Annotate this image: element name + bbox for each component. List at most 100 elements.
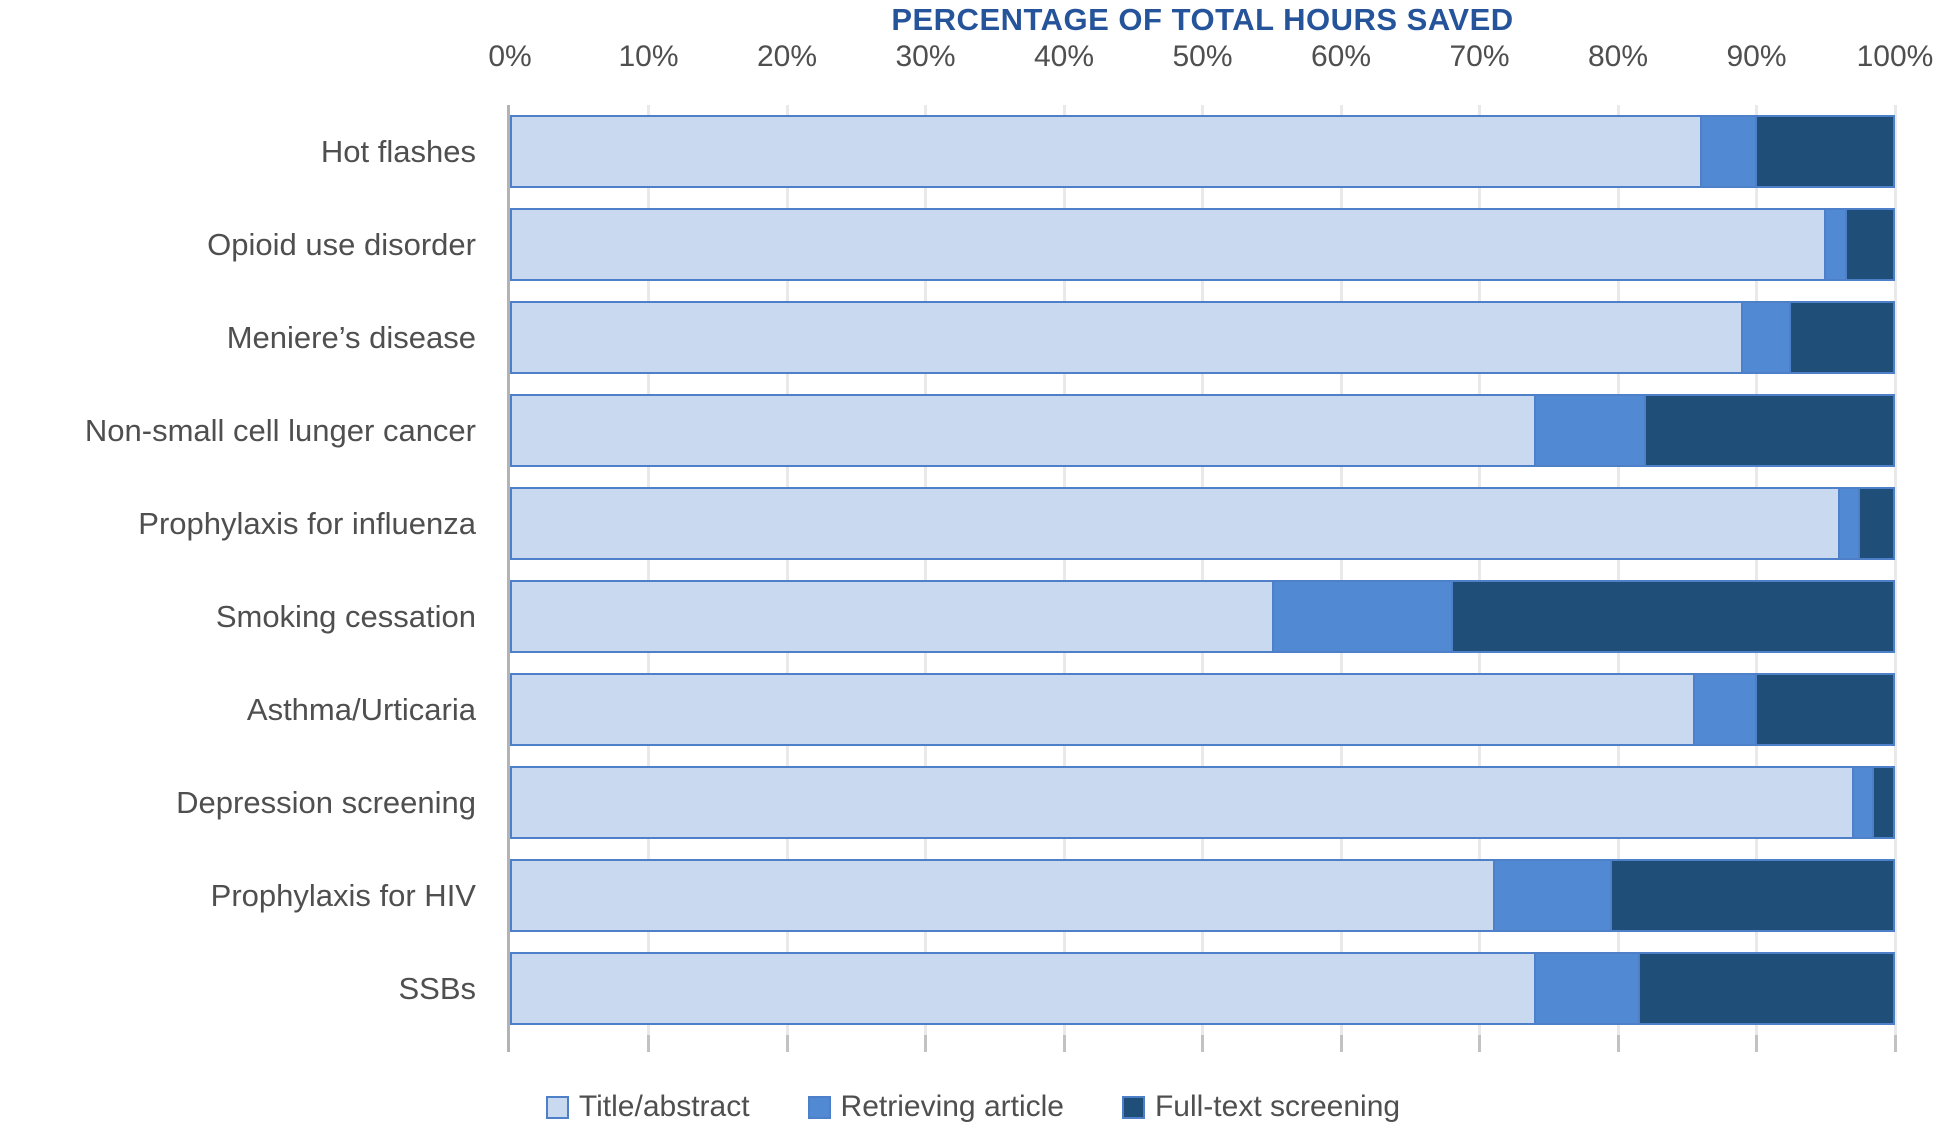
x-axis-tick-labels: 0% 10% 20% 30% 40% 50% 60% 70% 80% 90% 100%: [488, 40, 1933, 76]
x-tick-label: 80%: [1587, 40, 1649, 73]
bar-row: [510, 580, 1895, 653]
plot-area: [507, 105, 1897, 1052]
category-label: Hot flashes: [320, 133, 476, 169]
bar-segment: [1851, 768, 1873, 837]
stacked-bar: [510, 301, 1895, 374]
category-label: Non-small cell lunger cancer: [84, 412, 476, 448]
gridline: [1478, 105, 1481, 1035]
legend-label: Full-text screening: [1154, 1090, 1401, 1123]
x-tick-label: 40%: [1033, 40, 1095, 73]
category-label: Smoking cessation: [215, 598, 476, 634]
bar-segment: [1637, 954, 1893, 1023]
x-tick-label: 90%: [1726, 40, 1787, 73]
category-label: Meniere’s disease: [226, 319, 476, 355]
x-axis-tick: [1478, 1035, 1481, 1052]
stacked-bar: [510, 394, 1895, 467]
bar-segment: [1844, 210, 1893, 279]
gridline: [1339, 105, 1343, 1035]
gridline: [1062, 105, 1066, 1035]
category-label: SSBs: [398, 970, 476, 1006]
gridline: [1616, 105, 1620, 1035]
category-label: Prophylaxis for HIV: [210, 877, 476, 913]
x-tick-label: 70%: [1449, 40, 1510, 73]
bar-segment: [1533, 954, 1638, 1023]
legend-item: Retrieving article: [807, 1090, 1064, 1124]
bar-segment: [512, 861, 1493, 930]
bar-segment: [512, 675, 1693, 744]
stacked-bar: [510, 487, 1895, 560]
legend-item: Title/abstract: [545, 1090, 750, 1124]
bar-segment: [1692, 675, 1755, 744]
bar-segment: [512, 582, 1272, 651]
x-tick-label: 0%: [488, 40, 532, 73]
x-tick-label: 20%: [756, 40, 818, 73]
x-axis-tick: [1062, 1035, 1066, 1052]
legend-swatch-icon: [807, 1095, 831, 1119]
bar-segment: [1644, 396, 1893, 465]
bar-row: [510, 115, 1895, 188]
bar-segment: [512, 768, 1852, 837]
bar-row: [510, 673, 1895, 746]
x-tick-label: 10%: [618, 40, 679, 73]
gridline: [924, 105, 927, 1035]
x-axis-tick: [924, 1035, 927, 1052]
legend: Title/abstract Retrieving article Full-tex…: [0, 1090, 1946, 1124]
stacked-bar: [510, 208, 1895, 281]
stacked-bar: [510, 859, 1895, 932]
x-axis-tick: [1616, 1035, 1620, 1052]
legend-swatch-icon: [1121, 1095, 1145, 1119]
bar-segment: [1451, 582, 1893, 651]
x-axis-tick: [1201, 1035, 1204, 1052]
bar-segment: [1699, 117, 1755, 186]
bar-segment: [512, 954, 1534, 1023]
x-axis-tick: [1755, 1035, 1758, 1052]
x-axis-tick: [785, 1035, 789, 1052]
bar-segment: [1837, 489, 1859, 558]
y-axis-category-labels: Hot flashes Opioid use disorder Meniere’s …: [0, 105, 492, 1035]
bar-row: [510, 859, 1895, 932]
category-label: Asthma/Urticaria: [246, 691, 476, 727]
bar-row: [510, 766, 1895, 839]
x-tick-label: 50%: [1172, 40, 1233, 73]
bar-segment: [1533, 396, 1645, 465]
bar-segment: [1754, 675, 1893, 744]
legend-label: Title/abstract: [578, 1090, 750, 1123]
stacked-bar: [510, 766, 1895, 839]
gridline: [647, 105, 650, 1035]
stacked-bar: [510, 673, 1895, 746]
x-tick-label: 100%: [1856, 40, 1934, 73]
legend-item: Full-text screening: [1121, 1090, 1401, 1124]
category-label: Depression screening: [176, 784, 476, 820]
bar-row: [510, 487, 1895, 560]
bar-segment: [512, 303, 1742, 372]
bar-row: [510, 208, 1895, 281]
gridline: [785, 105, 789, 1035]
bar-segment: [512, 489, 1838, 558]
x-axis-tick: [1893, 1035, 1897, 1052]
legend-label: Retrieving article: [840, 1090, 1064, 1123]
bar-segment: [1609, 861, 1893, 930]
y-axis-line: [507, 105, 510, 1052]
bar-row: [510, 301, 1895, 374]
stacked-bar: [510, 115, 1895, 188]
bar-segment: [1858, 489, 1893, 558]
legend-swatch-icon: [545, 1095, 569, 1119]
bar-segment: [1789, 303, 1893, 372]
bar-segment: [1271, 582, 1452, 651]
x-tick-label: 60%: [1310, 40, 1372, 73]
category-label: Prophylaxis for influenza: [138, 505, 476, 541]
x-tick-label: 30%: [895, 40, 956, 73]
bar-segment: [512, 117, 1700, 186]
category-label: Opioid use disorder: [207, 226, 476, 262]
bar-segment: [512, 210, 1824, 279]
bar-segment: [1872, 768, 1893, 837]
gridline: [1755, 105, 1758, 1035]
bar-segment: [512, 396, 1534, 465]
bar-segment: [1492, 861, 1610, 930]
chart-title: PERCENTAGE OF TOTAL HOURS SAVED: [891, 2, 1514, 37]
gridline: [1201, 105, 1204, 1035]
x-axis-tick: [647, 1035, 650, 1052]
stacked-bar: [510, 952, 1895, 1025]
bar-row: [510, 952, 1895, 1025]
bar-segment: [1754, 117, 1893, 186]
